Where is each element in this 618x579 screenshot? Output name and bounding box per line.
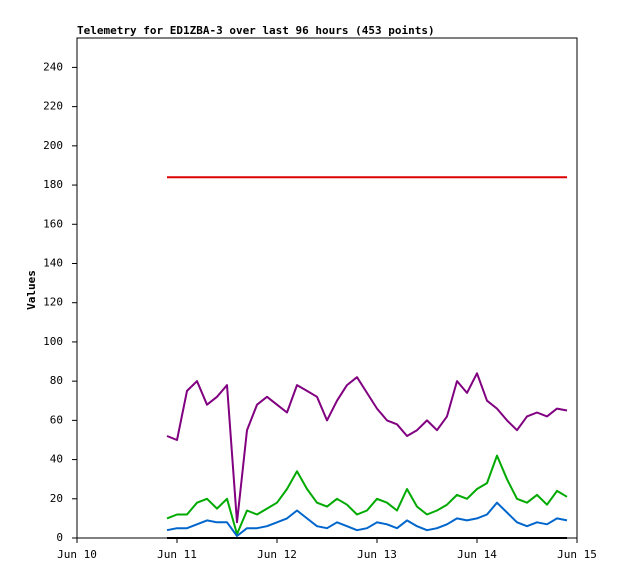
y-tick-label: 100 xyxy=(43,335,63,348)
y-tick-label: 140 xyxy=(43,256,63,269)
x-tick-label: Jun 10 xyxy=(57,548,97,561)
chart-title: Telemetry for ED1ZBA-3 over last 96 hour… xyxy=(77,24,435,37)
y-tick-label: 180 xyxy=(43,178,63,191)
y-axis-label: Values xyxy=(25,270,38,310)
x-tick-label: Jun 15 xyxy=(557,548,597,561)
series-line xyxy=(166,454,568,536)
y-tick-label: 240 xyxy=(43,60,63,73)
x-tick-label: Jun 11 xyxy=(157,548,197,561)
series-line xyxy=(166,501,568,537)
y-tick-label: 200 xyxy=(43,139,63,152)
y-tick-label: 120 xyxy=(43,296,63,309)
y-tick-label: 40 xyxy=(50,453,63,466)
series-line xyxy=(166,372,568,524)
y-tick-label: 0 xyxy=(56,531,63,544)
y-tick-label: 20 xyxy=(50,492,63,505)
x-tick-label: Jun 14 xyxy=(457,548,497,561)
y-tick-label: 60 xyxy=(50,413,63,426)
x-tick-label: Jun 12 xyxy=(257,548,297,561)
plot-frame xyxy=(76,37,578,539)
y-tick-label: 80 xyxy=(50,374,63,387)
x-tick-label: Jun 13 xyxy=(357,548,397,561)
y-tick-label: 160 xyxy=(43,217,63,230)
y-tick-label: 220 xyxy=(43,100,63,113)
